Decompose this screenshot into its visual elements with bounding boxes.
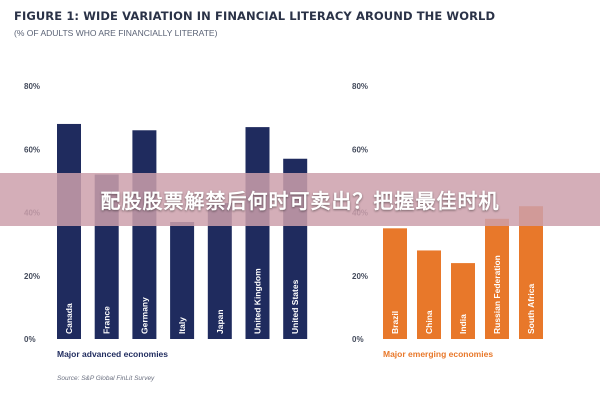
bar-category-label: Italy	[177, 317, 187, 334]
bar-category-label: United Kingdom	[253, 268, 263, 334]
overlay-banner[interactable]: 配股股票解禁后何时可卖出？把握最佳时机	[0, 173, 600, 226]
bar-canada	[57, 123, 81, 339]
bar-south-africa	[519, 206, 543, 339]
figure-title: FIGURE 1: WIDE VARIATION IN FINANCIAL LI…	[14, 9, 496, 23]
bar-brazil	[383, 228, 407, 339]
bar-category-label: Japan	[215, 309, 225, 334]
bar-united-kingdom	[245, 127, 270, 339]
bar-category-label: Brazil	[390, 311, 400, 334]
advanced-economies-chart: 0%20%40%60%80%CanadaFranceGermanyItalyJa…	[24, 82, 308, 359]
group-label: Major advanced economies	[57, 349, 168, 359]
bar-china	[417, 250, 441, 339]
y-tick-label: 60%	[24, 145, 40, 154]
bar-russian-federation	[485, 218, 509, 339]
bar-category-label: Russian Federation	[492, 255, 502, 334]
bar-category-label: Germany	[139, 297, 149, 334]
banner-text: 配股股票解禁后何时可卖出？把握最佳时机	[100, 189, 500, 213]
y-tick-label: 60%	[352, 145, 368, 154]
bar-category-label: China	[424, 310, 434, 334]
y-tick-label: 0%	[24, 335, 36, 344]
group-label: Major emerging economies	[383, 349, 493, 359]
bar-category-label: United States	[290, 279, 300, 334]
y-tick-label: 20%	[352, 272, 368, 281]
bar-italy	[170, 221, 195, 339]
bar-category-label: France	[102, 306, 112, 334]
bar-category-label: Canada	[64, 303, 74, 334]
y-tick-label: 20%	[24, 272, 40, 281]
figure-subtitle: (% OF ADULTS WHO ARE FINANCIALLY LITERAT…	[14, 28, 218, 38]
source-note: Source: S&P Global FinLit Survey	[57, 375, 155, 382]
bar-category-label: India	[458, 314, 468, 334]
bar-category-label: South Africa	[526, 284, 536, 334]
y-tick-label: 80%	[352, 82, 368, 91]
y-tick-label: 0%	[352, 335, 364, 344]
bar-germany	[132, 130, 157, 339]
y-tick-label: 80%	[24, 82, 40, 91]
bar-india	[451, 263, 475, 339]
